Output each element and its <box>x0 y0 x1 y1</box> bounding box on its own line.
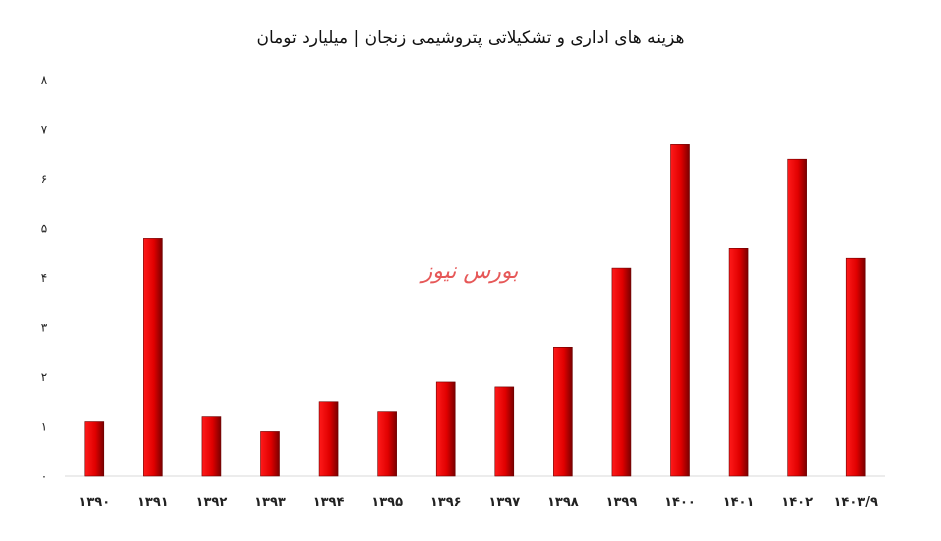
x-tick-label: ۱۳۹۸ <box>547 495 579 510</box>
y-tick-label: ۱ <box>41 420 47 434</box>
watermark-text: بورس نیوز <box>419 259 519 284</box>
x-tick-label: ۱۴۰۲ <box>781 495 813 510</box>
x-tick-label: ۱۳۹۳ <box>254 495 286 510</box>
y-tick-label: ۸ <box>41 73 48 87</box>
y-tick-label: ۶ <box>41 172 47 186</box>
bar <box>670 144 690 477</box>
y-tick-label: ۲ <box>41 370 47 384</box>
bar <box>787 158 807 477</box>
x-tick-label: ۱۳۹۲ <box>196 495 228 510</box>
x-tick-label: ۱۳۹۷ <box>488 495 520 510</box>
x-tick-label: ۱۳۹۹ <box>606 495 638 510</box>
bars-group <box>84 144 866 477</box>
bar <box>553 346 573 477</box>
bar <box>260 431 280 477</box>
x-tick-label: ۱۴۰۱ <box>723 495 755 510</box>
bar <box>318 401 339 477</box>
y-tick-label: ۵ <box>41 222 47 236</box>
bar <box>143 238 163 477</box>
x-axis: ۱۳۹۰ ۱۳۹۱ ۱۳۹۲ ۱۳۹۳ ۱۳۹۴ ۱۳۹۵ ۱۳۹۶ ۱۳۹۷ ۱۳۹۸ ۱۳۹۹… <box>78 495 878 510</box>
y-tick-label: ۳ <box>41 321 48 335</box>
x-tick-label: ۱۴۰۰ <box>664 495 696 510</box>
x-tick-label: ۱۳۹۵ <box>371 495 403 510</box>
bar <box>728 248 749 477</box>
bar <box>201 416 222 477</box>
x-tick-label: ۱۳۹۶ <box>430 495 462 510</box>
y-tick-label: ۰ <box>41 469 47 483</box>
x-tick-label: ۱۳۹۴ <box>313 495 345 510</box>
bar <box>435 381 456 477</box>
bar <box>84 421 105 477</box>
y-tick-label: ۷ <box>41 123 48 137</box>
bar <box>845 257 866 477</box>
y-tick-label: ۴ <box>41 271 47 285</box>
x-tick-label: ۱۳۹۰ <box>78 495 110 510</box>
x-tick-label: ۱۳۹۱ <box>137 495 169 510</box>
bar <box>494 386 515 477</box>
bar <box>377 411 397 477</box>
chart-title: هزینه های اداری و تشکیلاتی پتروشیمی زنجا… <box>256 28 685 48</box>
bar <box>611 267 632 477</box>
x-tick-label: ۱۴۰۳/۹ <box>834 495 878 510</box>
